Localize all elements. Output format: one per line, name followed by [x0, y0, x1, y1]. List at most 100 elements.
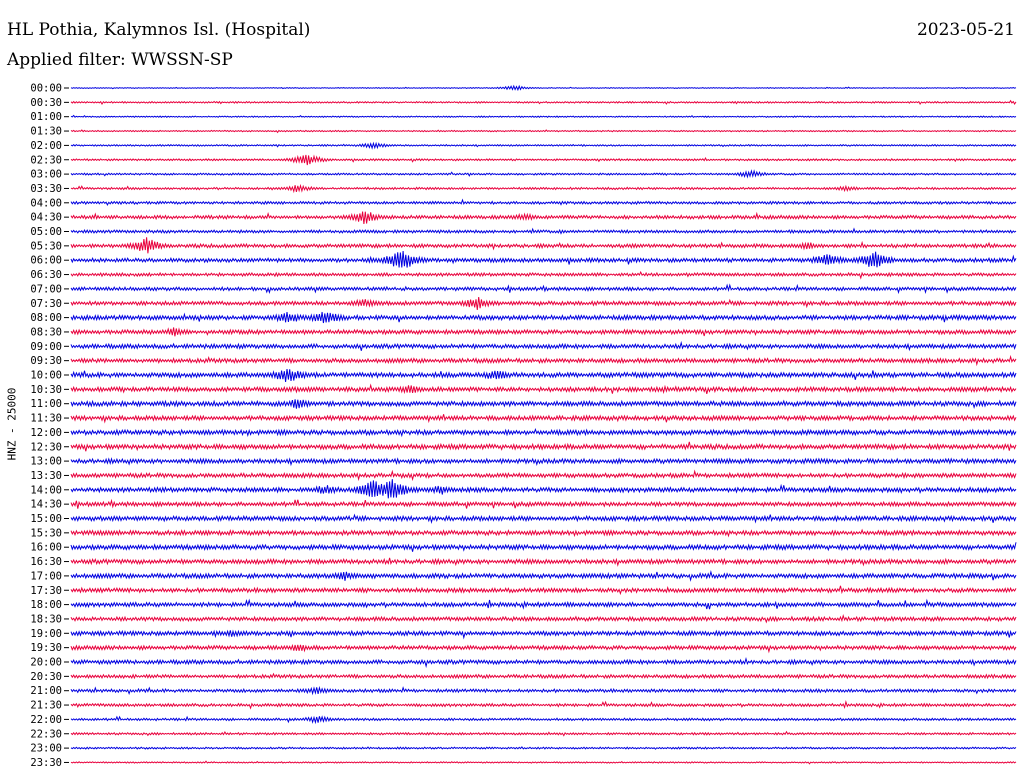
row-time-label: 21:00 — [30, 685, 62, 697]
trace-row — [70, 129, 1017, 134]
row-time-label: 13:30 — [30, 470, 62, 482]
row-time-label: 03:30 — [30, 183, 62, 195]
row-time-label: 09:00 — [30, 341, 62, 353]
row-time-label: 16:00 — [30, 542, 62, 554]
trace-row — [70, 685, 1017, 696]
trace-row — [70, 227, 1017, 235]
trace-row — [70, 441, 1017, 452]
trace-row — [70, 715, 1017, 725]
trace-row — [70, 237, 1017, 254]
row-time-label: 06:30 — [30, 269, 62, 281]
trace-row — [70, 760, 1017, 765]
trace-row — [70, 383, 1017, 395]
row-time-label: 23:00 — [30, 743, 62, 755]
row-time-label: 09:30 — [30, 355, 62, 367]
trace-row — [70, 428, 1017, 438]
row-time-label: 02:00 — [30, 140, 62, 152]
trace-row — [70, 479, 1017, 499]
row-time-label: 10:30 — [30, 384, 62, 396]
trace-row — [70, 251, 1017, 268]
row-time-label: 07:00 — [30, 283, 62, 295]
trace-row — [70, 354, 1017, 367]
trace-row — [70, 585, 1017, 596]
trace-row — [70, 296, 1017, 311]
trace-row — [70, 283, 1017, 295]
row-time-label: 16:30 — [30, 556, 62, 568]
trace-row — [70, 414, 1017, 424]
row-time-label: 17:00 — [30, 570, 62, 582]
row-time-label: 17:30 — [30, 585, 62, 597]
trace-row — [70, 311, 1017, 324]
row-time-label: 06:00 — [30, 255, 62, 267]
trace-row — [70, 99, 1017, 105]
trace-row — [70, 169, 1017, 179]
row-time-label: 01:00 — [30, 111, 62, 123]
filter-label: Applied filter: WWSSN-SP — [7, 50, 233, 70]
trace-row — [70, 746, 1017, 750]
trace-row — [70, 656, 1017, 669]
row-time-label: 14:00 — [30, 484, 62, 496]
trace-row — [70, 498, 1017, 509]
trace-row — [70, 327, 1017, 337]
trace-row — [70, 598, 1017, 610]
trace-row — [70, 183, 1017, 194]
trace-row — [70, 629, 1017, 640]
row-time-label: 23:30 — [30, 757, 62, 769]
trace-row — [70, 154, 1017, 166]
row-time-label: 12:30 — [30, 441, 62, 453]
trace-row — [70, 557, 1017, 567]
row-time-label: 00:30 — [30, 97, 62, 109]
row-time-label: 21:30 — [30, 700, 62, 712]
trace-row — [70, 340, 1017, 352]
row-time-label: 04:00 — [30, 197, 62, 209]
trace-row — [70, 141, 1017, 150]
row-time-label: 12:00 — [30, 427, 62, 439]
row-time-label: 22:00 — [30, 714, 62, 726]
row-time-label: 11:30 — [30, 413, 62, 425]
row-time-label: 18:00 — [30, 599, 62, 611]
trace-row — [70, 513, 1017, 525]
trace-row — [70, 700, 1017, 710]
row-time-label: 08:30 — [30, 326, 62, 338]
row-time-label: 05:30 — [30, 240, 62, 252]
row-time-label: 02:30 — [30, 154, 62, 166]
trace-row — [70, 730, 1017, 737]
row-time-label: 20:00 — [30, 657, 62, 669]
station-title: HL Pothia, Kalymnos Isl. (Hospital) — [7, 20, 311, 40]
date-label: 2023-05-21 — [916, 20, 1015, 40]
trace-row — [70, 198, 1017, 207]
row-time-label: 22:30 — [30, 728, 62, 740]
row-time-label: 19:00 — [30, 628, 62, 640]
trace-row — [70, 569, 1017, 582]
row-time-label: 18:30 — [30, 613, 62, 625]
trace-row — [70, 542, 1017, 552]
trace-row — [70, 613, 1017, 624]
trace-row — [70, 399, 1017, 410]
trace-row — [70, 672, 1017, 680]
row-time-label: 19:30 — [30, 642, 62, 654]
row-time-label: 20:30 — [30, 671, 62, 683]
row-time-label: 08:00 — [30, 312, 62, 324]
row-time-label: 00:00 — [30, 83, 62, 95]
row-time-label: 04:30 — [30, 212, 62, 224]
trace-row — [70, 457, 1017, 467]
row-time-label: 15:00 — [30, 513, 62, 525]
row-time-label: 15:30 — [30, 527, 62, 539]
row-time-label: 03:00 — [30, 169, 62, 181]
row-time-label: 11:00 — [30, 398, 62, 410]
trace-row — [70, 643, 1017, 654]
row-time-label: 05:00 — [30, 226, 62, 238]
row-time-label: 01:30 — [30, 126, 62, 138]
trace-row — [70, 114, 1017, 119]
row-time-label: 13:00 — [30, 456, 62, 468]
trace-row — [70, 84, 1017, 92]
trace-row — [70, 270, 1017, 280]
row-time-label: 07:30 — [30, 298, 62, 310]
trace-row — [70, 211, 1017, 225]
trace-row — [70, 369, 1017, 382]
row-time-label: 14:30 — [30, 499, 62, 511]
trace-row — [70, 469, 1017, 482]
trace-row — [70, 528, 1017, 538]
row-time-label: 10:00 — [30, 370, 62, 382]
